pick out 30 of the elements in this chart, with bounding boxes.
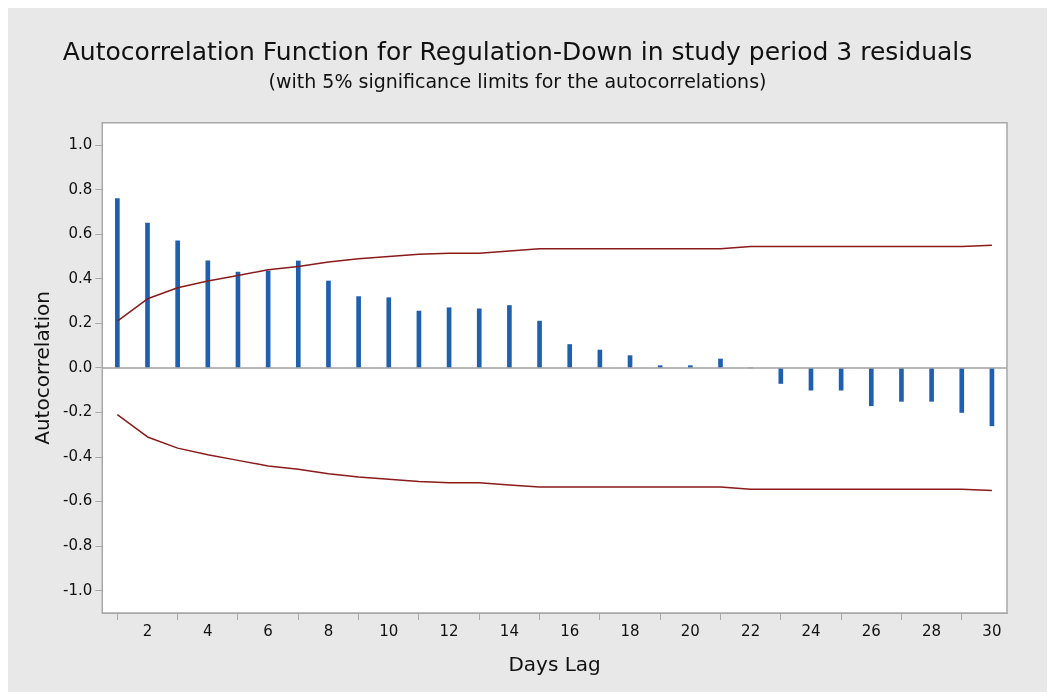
x-tick-label: 8: [323, 621, 334, 640]
x-axis-title: Days Lag: [508, 652, 601, 677]
x-tick-label: 24: [801, 621, 821, 640]
y-axis-title: Autocorrelation: [30, 291, 55, 445]
y-tick-label: 0.6: [68, 224, 93, 243]
x-tick-label: 6: [263, 621, 273, 640]
chart-subtitle: (with 5% significance limits for the autocorrelations): [268, 70, 767, 93]
x-tick-label: 30: [982, 621, 1002, 640]
y-tick-label: 0.8: [68, 179, 93, 198]
x-tick-label: 4: [203, 621, 213, 640]
y-tick-label: 1.0: [68, 134, 93, 153]
x-tick-label: 12: [439, 621, 459, 640]
y-tick-label: 0.4: [68, 268, 93, 287]
x-tick-label: 18: [620, 621, 640, 640]
y-tick-label: -0.6: [62, 491, 93, 510]
x-tick-label: 20: [680, 621, 700, 640]
y-tick-label: 0.2: [68, 313, 93, 332]
x-tick-label: 16: [560, 621, 580, 640]
y-tick-label: -0.8: [62, 536, 93, 555]
y-tick-label: -1.0: [62, 580, 93, 599]
x-tick-label: 22: [741, 621, 761, 640]
x-tick-label: 26: [861, 621, 881, 640]
chart-title: Autocorrelation Function for Regulation-Down in study period 3 residuals: [62, 36, 973, 66]
x-tick-label: 10: [379, 621, 399, 640]
y-tick-label: -0.2: [62, 402, 93, 421]
y-tick-label: 0.0: [68, 357, 93, 376]
x-tick-label: 14: [499, 621, 519, 640]
x-tick-label: 2: [142, 621, 153, 640]
x-tick-label: 28: [922, 621, 942, 640]
y-tick-label: -0.4: [62, 446, 93, 465]
